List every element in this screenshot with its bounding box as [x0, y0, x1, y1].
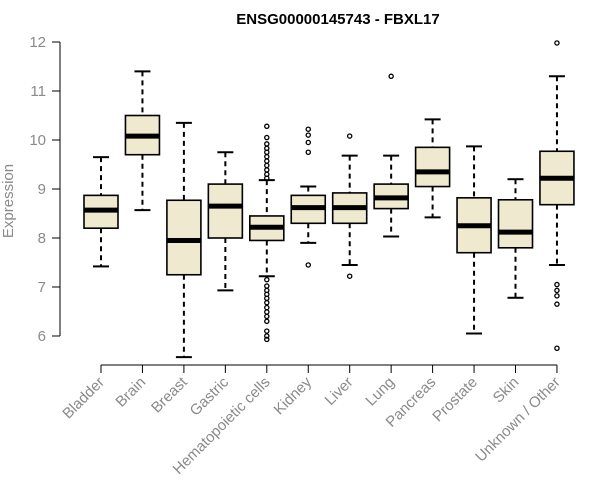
outlier-point [264, 153, 270, 160]
outlier-point [264, 309, 270, 315]
x-tick-label-skin: Skin [490, 374, 523, 407]
x-tick-label-kidney: Kidney [271, 373, 316, 418]
outlier-point [264, 283, 270, 289]
box-group-unknown-other [539, 40, 575, 351]
outlier-point [305, 132, 311, 138]
box-iqr [414, 146, 451, 188]
outlier-point [264, 299, 270, 306]
outlier-point [264, 158, 270, 164]
y-tick-label-12: 12 [29, 34, 46, 51]
chart-title: ENSG00000145743 - FBXL17 [236, 11, 439, 28]
outlier-point [264, 276, 270, 283]
box-group-liver [331, 133, 368, 279]
box-group-prostate [456, 145, 492, 335]
y-tick-label-9: 9 [38, 181, 46, 198]
x-tick-label-bladder: Bladder [59, 374, 108, 423]
outlier-point [554, 301, 560, 307]
outlier-point [264, 328, 270, 334]
x-tick-label-brain: Brain [112, 374, 149, 411]
box-group-skin [497, 178, 534, 299]
outlier-point [554, 287, 560, 294]
y-tick-label-7: 7 [38, 279, 46, 296]
outlier-point [264, 167, 270, 173]
outlier-point [305, 126, 311, 132]
y-tick-label-10: 10 [29, 132, 46, 149]
box-group-bladder [83, 156, 119, 268]
box-group-lung [373, 73, 409, 238]
outlier-point [554, 281, 560, 288]
outlier-point [264, 333, 270, 339]
outlier-point [264, 162, 270, 169]
outlier-point [264, 304, 270, 311]
box-group-gastric [207, 151, 244, 292]
x-tick-label-liver: Liver [322, 374, 357, 409]
outlier-point [554, 40, 560, 46]
outlier-point [264, 141, 270, 147]
y-tick-label-6: 6 [38, 328, 46, 345]
outlier-point [554, 293, 560, 299]
x-tick-label-lung: Lung [362, 374, 398, 410]
boxes [83, 40, 575, 359]
outlier-point [264, 134, 270, 141]
box-group-hematopoietic-cells [249, 123, 285, 343]
outlier-point [305, 262, 311, 268]
outlier-point [346, 133, 353, 139]
outlier-point [264, 318, 270, 325]
y-tick-label-8: 8 [38, 230, 46, 247]
box-group-pancreas [414, 118, 451, 219]
outlier-point [264, 123, 270, 130]
x-tick-label-breast: Breast [148, 373, 191, 416]
outlier-point [554, 345, 560, 351]
box-group-breast [166, 121, 202, 359]
box-group-kidney [290, 126, 327, 268]
outlier-point [264, 313, 270, 320]
outlier-point [346, 273, 353, 279]
outlier-point [264, 336, 270, 343]
box-iqr [166, 199, 202, 276]
y-tick-label-11: 11 [30, 83, 46, 100]
box-iqr [497, 198, 534, 249]
box-iqr [207, 183, 244, 239]
box-group-brain [124, 70, 161, 212]
x-tick-label-prostate: Prostate [429, 374, 481, 426]
outlier-point [305, 149, 311, 155]
outlier-point [388, 73, 394, 80]
outlier-point [264, 149, 270, 155]
outlier-point [264, 175, 270, 181]
y-ticks: 6 7 8 9 10 11 12 [29, 34, 60, 345]
outlier-point [305, 139, 311, 146]
outlier-point [264, 295, 270, 302]
y-axis-label: Expression [0, 164, 17, 238]
